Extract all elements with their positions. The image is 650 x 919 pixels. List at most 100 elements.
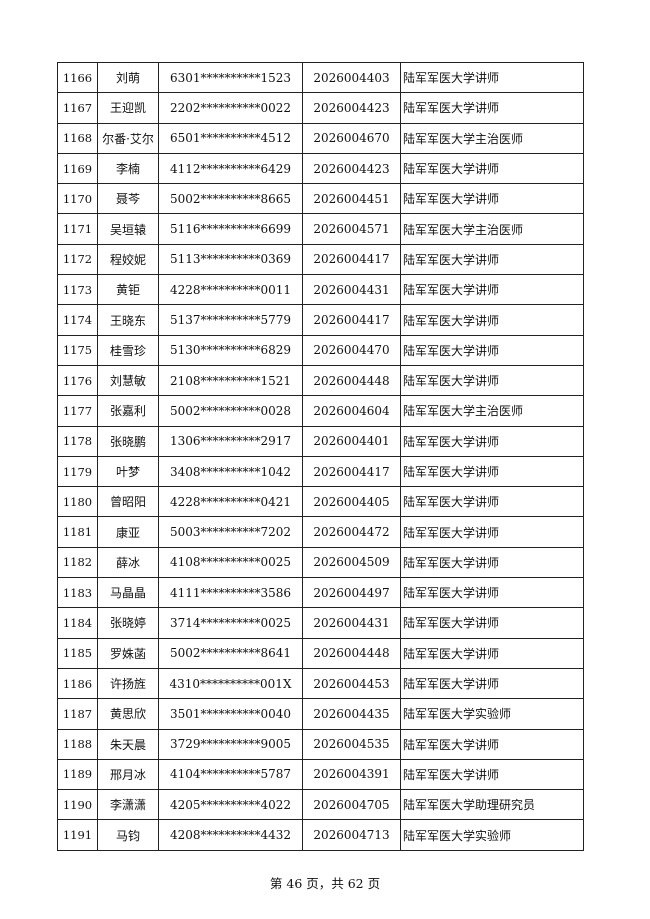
row-number-cell: 1175 — [57, 334, 98, 366]
position-code-cell: 2026004423 — [302, 152, 401, 185]
name-cell: 王迎凯 — [97, 92, 159, 124]
table-row: 1191 马钧 4208**********4432 2026004713 陆军军医大学… — [57, 819, 584, 851]
row-number-cell: 1179 — [57, 455, 98, 488]
id-number-cell: 5130**********6829 — [158, 334, 303, 366]
name-cell: 康亚 — [97, 516, 159, 548]
name-cell: 曾昭阳 — [97, 486, 159, 518]
table-row: 1169 李楠 4112**********6429 2026004423 陆军军医大学… — [57, 152, 584, 185]
table-row: 1189 邢月冰 4104**********5787 2026004391 陆军军医大… — [57, 758, 584, 791]
row-number-cell: 1171 — [57, 213, 98, 245]
position-title-cell: 陆军军医大学讲师 — [400, 667, 584, 700]
name-cell: 李潇潇 — [97, 789, 159, 821]
position-code-cell: 2026004604 — [302, 395, 401, 427]
table-row: 1170 聂芩 5002**********8665 2026004451 陆军军医大学… — [57, 183, 584, 215]
position-title-cell: 陆军军医大学讲师 — [400, 274, 584, 306]
position-title-cell: 陆军军医大学实验师 — [400, 698, 584, 730]
id-number-cell: 3408**********1042 — [158, 455, 303, 488]
table-row: 1182 薛冰 4108**********0025 2026004509 陆军军医大学… — [57, 546, 584, 579]
position-code-cell: 2026004401 — [302, 425, 401, 457]
table-row: 1183 马晶晶 4111**********3586 2026004497 陆军军医大… — [57, 577, 584, 609]
name-cell: 马钧 — [97, 819, 159, 851]
position-title-cell: 陆军军医大学主治医师 — [400, 122, 584, 154]
position-code-cell: 2026004423 — [302, 92, 401, 124]
row-number-cell: 1184 — [57, 607, 98, 639]
table-row: 1167 王迎凯 2202**********0022 2026004423 陆军军医大… — [57, 92, 584, 124]
id-number-cell: 5003**********7202 — [158, 516, 303, 548]
name-cell: 刘慧敏 — [97, 364, 159, 397]
table-row: 1179 叶梦 3408**********1042 2026004417 陆军军医大学… — [57, 455, 584, 488]
row-number-cell: 1177 — [57, 395, 98, 427]
position-title-cell: 陆军军医大学讲师 — [400, 486, 584, 518]
name-cell: 邢月冰 — [97, 758, 159, 791]
id-number-cell: 1306**********2917 — [158, 425, 303, 457]
id-number-cell: 2202**********0022 — [158, 92, 303, 124]
name-cell: 张晓鹏 — [97, 425, 159, 457]
id-number-cell: 3714**********0025 — [158, 607, 303, 639]
id-number-cell: 5002**********0028 — [158, 395, 303, 427]
id-number-cell: 3501**********0040 — [158, 698, 303, 730]
position-title-cell: 陆军军医大学讲师 — [400, 758, 584, 791]
row-number-cell: 1172 — [57, 243, 98, 276]
table-row: 1186 许扬旌 4310**********001X 2026004453 陆军军医大… — [57, 667, 584, 700]
id-number-cell: 4228**********0421 — [158, 486, 303, 518]
id-number-cell: 5113**********0369 — [158, 243, 303, 276]
table-body: 1166 刘萌 6301**********1523 2026004403 陆军军医大学… — [57, 61, 584, 851]
row-number-cell: 1181 — [57, 516, 98, 548]
id-number-cell: 5137**********5779 — [158, 304, 303, 336]
position-code-cell: 2026004417 — [302, 243, 401, 276]
position-code-cell: 2026004405 — [302, 486, 401, 518]
id-number-cell: 4205**********4022 — [158, 789, 303, 821]
name-cell: 黄思欣 — [97, 698, 159, 730]
name-cell: 王晓东 — [97, 304, 159, 336]
row-number-cell: 1176 — [57, 364, 98, 397]
position-title-cell: 陆军军医大学讲师 — [400, 455, 584, 488]
name-cell: 聂芩 — [97, 183, 159, 215]
table-row: 1178 张晓鹏 1306**********2917 2026004401 陆军军医大… — [57, 425, 584, 457]
position-code-cell: 2026004535 — [302, 728, 401, 760]
id-number-cell: 4310**********001X — [158, 667, 303, 700]
position-title-cell: 陆军军医大学讲师 — [400, 607, 584, 639]
position-title-cell: 陆军军医大学讲师 — [400, 546, 584, 579]
row-number-cell: 1185 — [57, 637, 98, 669]
position-code-cell: 2026004391 — [302, 758, 401, 791]
table-row: 1176 刘慧敏 2108**********1521 2026004448 陆军军医大… — [57, 364, 584, 397]
table-row: 1175 桂雪珍 5130**********6829 2026004470 陆军军医大… — [57, 334, 584, 366]
table-row: 1177 张嘉利 5002**********0028 2026004604 陆军军医大… — [57, 395, 584, 427]
position-title-cell: 陆军军医大学讲师 — [400, 516, 584, 548]
row-number-cell: 1166 — [57, 61, 98, 94]
name-cell: 黄钜 — [97, 274, 159, 306]
table-row: 1181 康亚 5003**********7202 2026004472 陆军军医大学… — [57, 516, 584, 548]
row-number-cell: 1187 — [57, 698, 98, 730]
table-row: 1174 王晓东 5137**********5779 2026004417 陆军军医大… — [57, 304, 584, 336]
name-cell: 程姣妮 — [97, 243, 159, 276]
position-code-cell: 2026004571 — [302, 213, 401, 245]
id-number-cell: 5002**********8641 — [158, 637, 303, 669]
id-number-cell: 4228**********0011 — [158, 274, 303, 306]
position-title-cell: 陆军军医大学讲师 — [400, 364, 584, 397]
table-row: 1166 刘萌 6301**********1523 2026004403 陆军军医大学… — [57, 61, 584, 94]
position-code-cell: 2026004470 — [302, 334, 401, 366]
position-title-cell: 陆军军医大学讲师 — [400, 577, 584, 609]
row-number-cell: 1167 — [57, 92, 98, 124]
row-number-cell: 1186 — [57, 667, 98, 700]
id-number-cell: 6501**********4512 — [158, 122, 303, 154]
table-row: 1180 曾昭阳 4228**********0421 2026004405 陆军军医大… — [57, 486, 584, 518]
row-number-cell: 1183 — [57, 577, 98, 609]
row-number-cell: 1173 — [57, 274, 98, 306]
personnel-table: 1166 刘萌 6301**********1523 2026004403 陆军军医大学… — [57, 61, 584, 851]
id-number-cell: 3729**********9005 — [158, 728, 303, 760]
position-title-cell: 陆军军医大学讲师 — [400, 183, 584, 215]
position-title-cell: 陆军军医大学讲师 — [400, 243, 584, 276]
row-number-cell: 1180 — [57, 486, 98, 518]
position-code-cell: 2026004472 — [302, 516, 401, 548]
id-number-cell: 4111**********3586 — [158, 577, 303, 609]
name-cell: 尔番·艾尔 — [97, 122, 159, 154]
table-row: 1173 黄钜 4228**********0011 2026004431 陆军军医大学… — [57, 274, 584, 306]
position-title-cell: 陆军军医大学讲师 — [400, 92, 584, 124]
position-code-cell: 2026004448 — [302, 637, 401, 669]
name-cell: 朱天晨 — [97, 728, 159, 760]
id-number-cell: 4108**********0025 — [158, 546, 303, 579]
position-code-cell: 2026004453 — [302, 667, 401, 700]
id-number-cell: 4104**********5787 — [158, 758, 303, 791]
position-code-cell: 2026004509 — [302, 546, 401, 579]
